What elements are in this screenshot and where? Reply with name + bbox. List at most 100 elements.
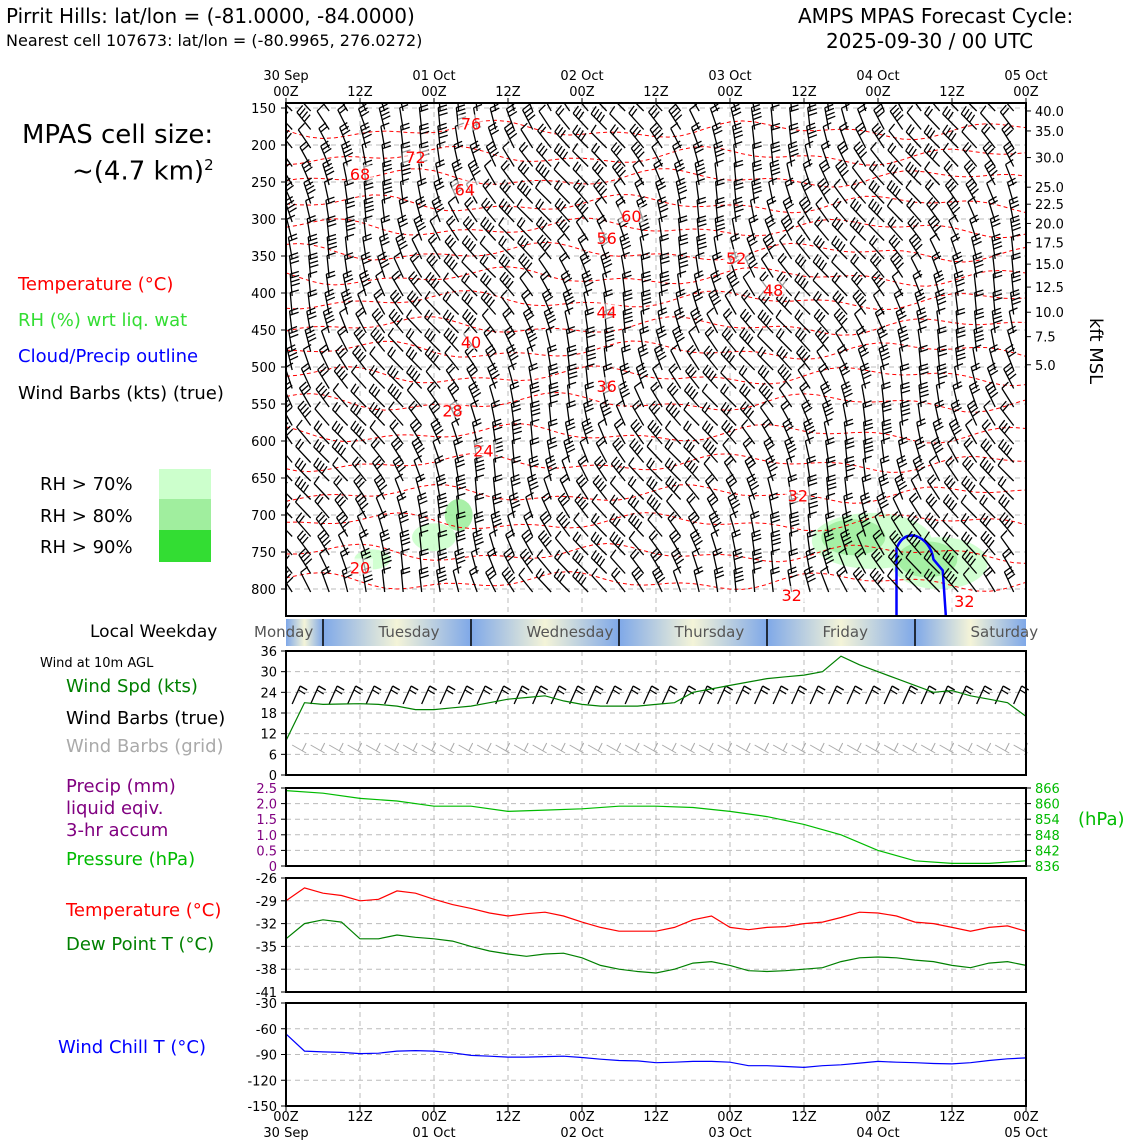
wind-barb-feather (614, 518, 621, 527)
wind-barb (833, 185, 848, 204)
wind-barb-feather (639, 351, 649, 357)
wind-barb (844, 103, 848, 112)
grid-wind-barb-feather (579, 742, 585, 752)
wind-barb-feather (797, 256, 804, 265)
wind-barb-feather (722, 386, 729, 395)
grid-wind-barb (347, 744, 362, 754)
wind-barb-feather (344, 181, 354, 187)
wind-barb-feather (673, 536, 681, 544)
wind-barb-feather (301, 536, 309, 545)
wind-barb-feather (278, 124, 284, 131)
grid-wind-barb-feather (875, 742, 881, 752)
wind-barb-feather (409, 418, 418, 426)
wind-barb-feather (715, 200, 725, 205)
wind-barb-feather (621, 370, 631, 376)
wind-barb-feather (526, 89, 534, 94)
wind-barb-feather (438, 126, 448, 131)
temperature-contour-label: 64 (455, 180, 475, 199)
wind-barb-feather (313, 439, 320, 448)
wind-barb (1006, 182, 1015, 204)
wind-barb-feather (845, 445, 855, 450)
wind-barb-feather (332, 457, 339, 466)
grid-wind-barb-feather (616, 742, 622, 752)
wind-barb-feather (360, 273, 370, 280)
true-wind-barb-feather (816, 689, 824, 695)
wind-barb-feather (505, 329, 514, 336)
wind-barb-feather (343, 159, 352, 164)
wind-barb-feather (336, 496, 344, 504)
wind-barb (749, 200, 756, 223)
wind-barb-feather (567, 363, 577, 368)
pressure-tick-label: 200 (251, 139, 276, 154)
wind-barb-feather (708, 510, 718, 517)
wind-barb-feather (667, 511, 675, 519)
wind-barb-feather (566, 448, 576, 454)
true-wind-barb (883, 685, 893, 705)
wind-barb-feather (852, 219, 859, 229)
wind-barb-feather (379, 103, 388, 109)
wind-barb-feather (842, 536, 852, 543)
panel-frame (285, 650, 1027, 776)
weekday-label: Tuesday (378, 623, 440, 641)
wind-barb-feather (316, 423, 323, 432)
wind-barb-feather (853, 274, 861, 283)
wind-barb-feather (578, 477, 586, 485)
wind-barb-feather (674, 307, 683, 313)
wind-barb-feather (419, 548, 429, 553)
wind-barb-feather (353, 423, 360, 432)
wind-barb-feather (744, 333, 751, 342)
grid-wind-barb-feather (486, 742, 492, 752)
wind-barb-feather (488, 351, 497, 358)
wind-barb-feather (926, 145, 933, 155)
wind-barb-feather (688, 86, 695, 92)
wind-barb-feather (472, 418, 481, 424)
wind-barb-feather (436, 141, 446, 146)
wind-barb-feather (882, 426, 892, 431)
wind-barb-feather (784, 436, 793, 443)
wind-barb (413, 460, 423, 482)
wind-barb-feather (451, 418, 460, 424)
wind-barb-feather (640, 222, 649, 228)
wind-barb-feather (563, 436, 573, 442)
wind-barb-feather (374, 407, 381, 416)
wind-barb (652, 368, 663, 389)
wind-barb-feather (436, 570, 446, 575)
wind-barb-feather (932, 521, 939, 530)
wind-barb-feather (648, 530, 656, 538)
wind-barb-feather (926, 197, 934, 205)
wind-barb (856, 534, 867, 556)
wind-barb-feather (362, 233, 372, 238)
wind-barb-feather (862, 499, 871, 505)
kft-tick-label: 25.0 (1035, 181, 1064, 196)
wind-barb-feather (355, 492, 363, 500)
wind-barb-feather (438, 533, 448, 538)
wind-barb-feather (507, 510, 516, 517)
wind-barb-feather (604, 330, 614, 335)
wind-barb-feather (511, 503, 521, 509)
forecast-cycle-date: 2025-09-30 / 00 UTC (826, 29, 1034, 53)
wind-barb-feather (705, 441, 712, 450)
weekday-label: Monday (254, 623, 313, 641)
wind-barb-feather (321, 144, 331, 151)
wind-barb-feather (474, 514, 484, 520)
wind-barb-feather (724, 330, 731, 339)
wind-barb-feather (912, 518, 920, 526)
wind-barb-feather (919, 367, 929, 372)
wind-barb-feather (726, 425, 733, 434)
wind-barb-feather (734, 186, 744, 191)
wind-barb (849, 242, 867, 260)
wind-barb-feather (650, 548, 658, 556)
wind-barb-feather (765, 455, 774, 461)
wind-barb-feather (623, 315, 633, 320)
wind-barb-feather (541, 86, 548, 92)
true-wind-barb-feather (557, 689, 565, 695)
wind-barb-feather (986, 384, 995, 392)
wind-barb-feather (760, 367, 767, 376)
wind-barb-feather (566, 426, 576, 431)
wind-barb-feather (826, 115, 836, 121)
wind-barb-feather (984, 422, 991, 430)
wind-barb-feather (880, 459, 890, 464)
wind-barb-feather (557, 200, 564, 209)
wind-barb-feather (726, 459, 734, 467)
wind-barb-feather (960, 531, 968, 540)
